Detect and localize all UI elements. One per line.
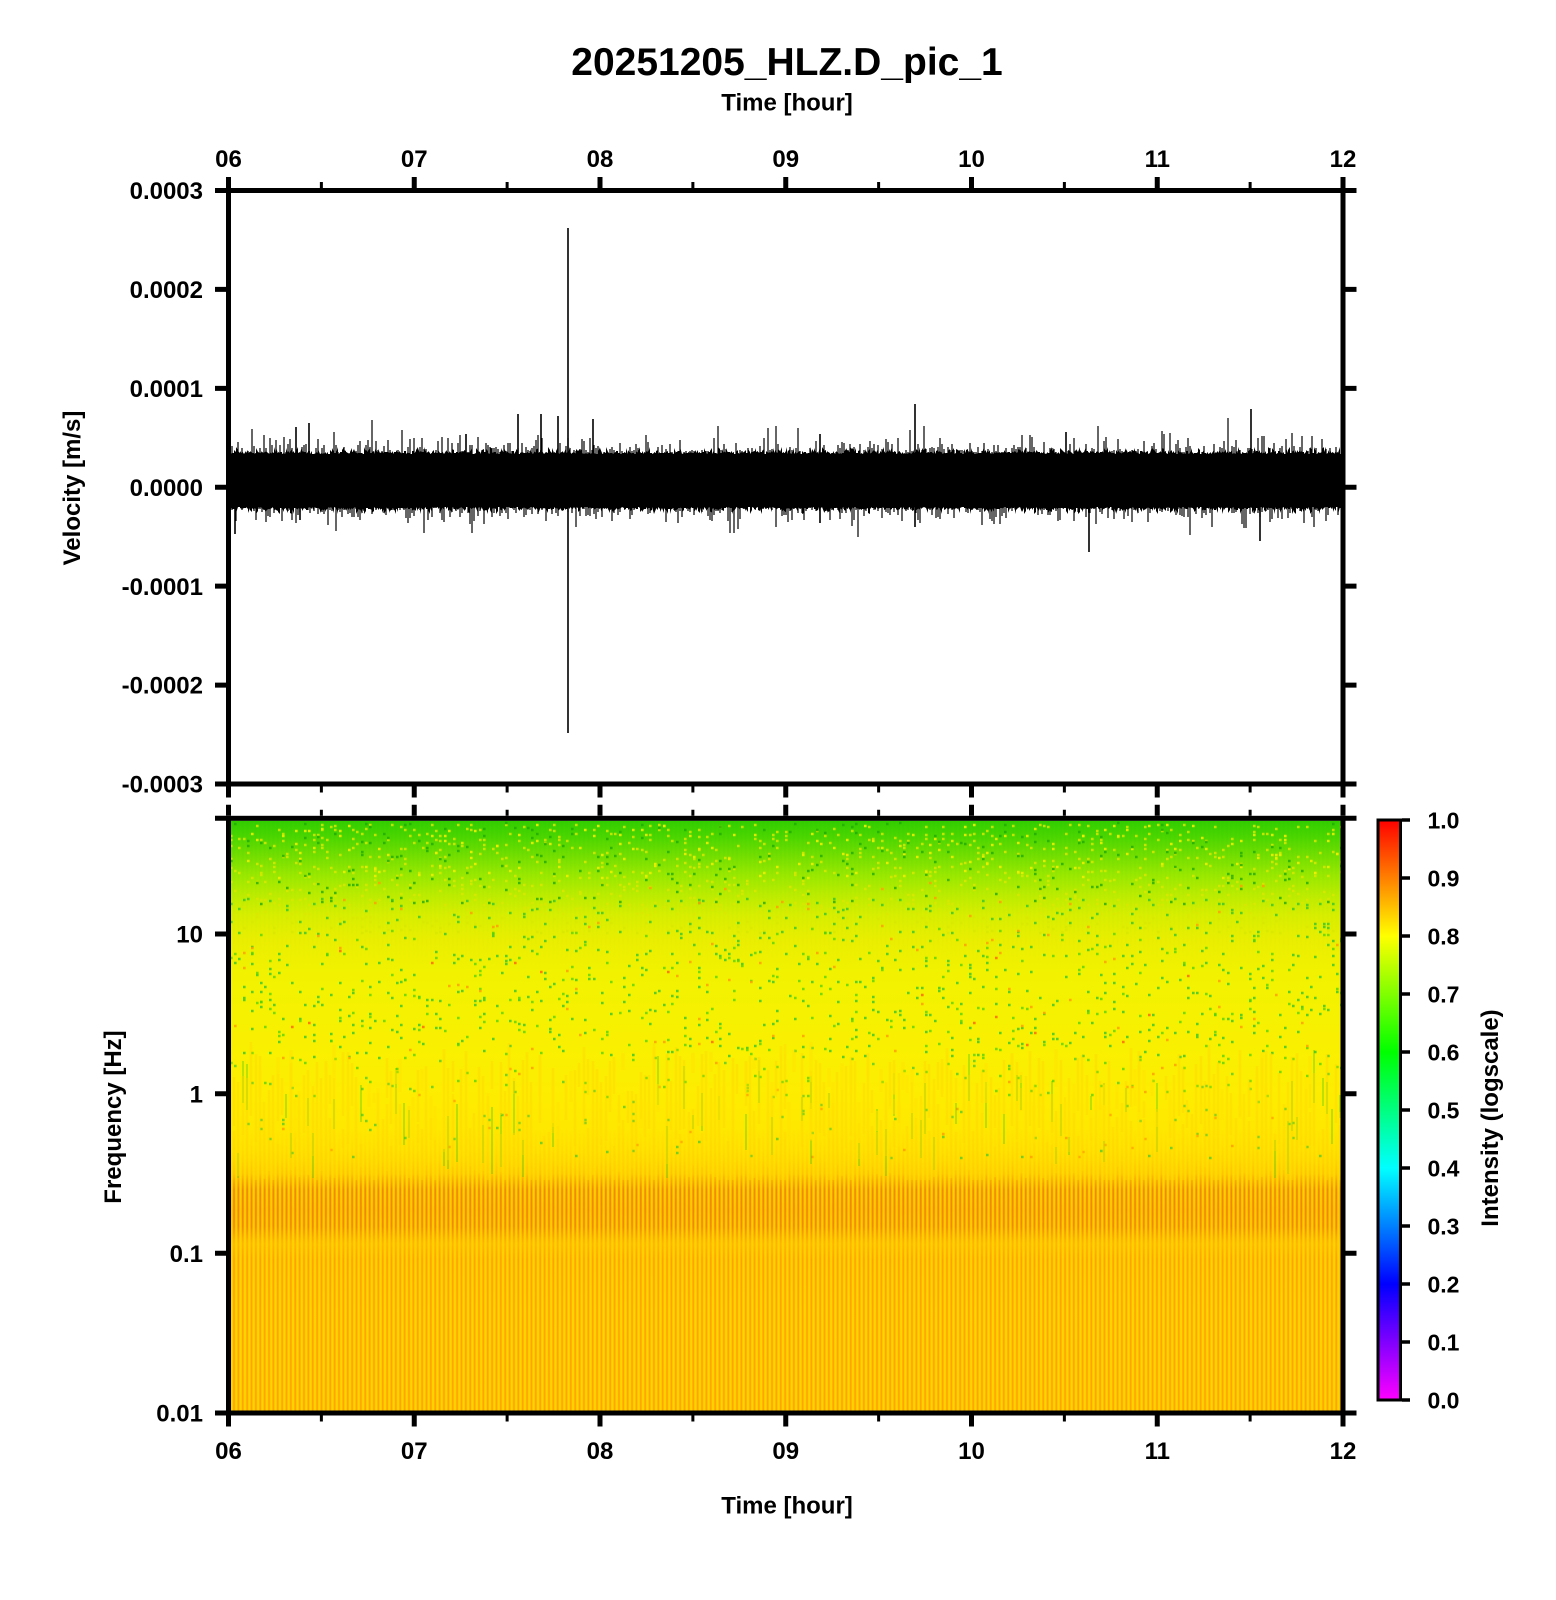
svg-text:0.8: 0.8 (1428, 923, 1460, 949)
svg-text:08: 08 (587, 1438, 614, 1465)
svg-text:Time [hour]: Time [hour] (721, 90, 853, 117)
svg-text:12: 12 (1330, 146, 1357, 173)
svg-text:0.0: 0.0 (1428, 1387, 1460, 1413)
svg-text:-0.0001: -0.0001 (122, 574, 203, 601)
svg-text:07: 07 (401, 146, 428, 173)
svg-text:11: 11 (1145, 1438, 1170, 1465)
svg-text:-0.0002: -0.0002 (122, 673, 203, 700)
svg-text:0.7: 0.7 (1428, 981, 1460, 1007)
svg-text:0.5: 0.5 (1428, 1097, 1460, 1123)
svg-text:0.1: 0.1 (1428, 1329, 1460, 1355)
svg-text:10: 10 (958, 146, 985, 173)
svg-text:10: 10 (958, 1438, 985, 1465)
svg-text:09: 09 (772, 1438, 799, 1465)
svg-text:11: 11 (1145, 146, 1170, 173)
svg-text:12: 12 (1330, 1438, 1357, 1465)
svg-text:0.0001: 0.0001 (130, 376, 203, 403)
svg-text:1.0: 1.0 (1428, 807, 1460, 833)
svg-text:Velocity [m/s]: Velocity [m/s] (59, 411, 86, 566)
svg-text:-0.0003: -0.0003 (122, 772, 203, 799)
svg-text:0.2: 0.2 (1428, 1271, 1460, 1297)
svg-text:0.0000: 0.0000 (130, 475, 203, 502)
svg-text:0.9: 0.9 (1428, 865, 1460, 891)
svg-text:09: 09 (772, 146, 799, 173)
svg-text:08: 08 (587, 146, 614, 173)
svg-text:20251205_HLZ.D_pic_1: 20251205_HLZ.D_pic_1 (571, 41, 1002, 84)
svg-text:0.01: 0.01 (156, 1401, 203, 1428)
svg-text:Time [hour]: Time [hour] (721, 1493, 853, 1520)
svg-text:0.0002: 0.0002 (130, 277, 203, 304)
svg-text:06: 06 (215, 146, 242, 173)
svg-text:06: 06 (215, 1438, 242, 1465)
svg-text:0.6: 0.6 (1428, 1039, 1460, 1065)
svg-text:0.0003: 0.0003 (130, 178, 203, 205)
svg-text:0.3: 0.3 (1428, 1213, 1460, 1239)
svg-text:0.1: 0.1 (170, 1241, 203, 1268)
svg-text:Intensity (logscale): Intensity (logscale) (1477, 1009, 1504, 1226)
svg-text:10: 10 (176, 922, 203, 949)
svg-text:Frequency [Hz]: Frequency [Hz] (100, 1030, 127, 1203)
svg-text:0.4: 0.4 (1428, 1155, 1460, 1181)
svg-text:1: 1 (190, 1081, 203, 1108)
svg-text:07: 07 (401, 1438, 428, 1465)
